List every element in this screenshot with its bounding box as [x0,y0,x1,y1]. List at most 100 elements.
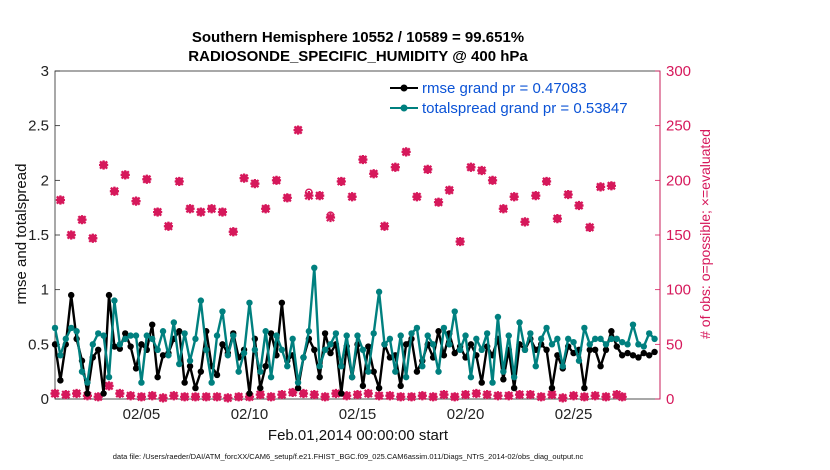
obs-evaluated-point [428,392,438,402]
y2-tick-label: 150 [666,227,691,244]
rmse-point [338,390,345,397]
totalspread-point [149,335,156,343]
totalspread-point [451,308,458,315]
obs-evaluated-point [514,390,525,400]
x-tick-label: 02/10 [231,406,269,423]
obs-evaluated-point [104,381,114,391]
totalspread-point [159,328,167,335]
totalspread-point [629,321,637,328]
rmse-point [543,346,550,353]
totalspread-point [230,332,237,339]
totalspread-point [176,360,183,368]
totalspread-point [478,346,485,353]
totalspread-point [181,330,188,337]
rmse-point [111,343,118,350]
rmse-point [192,384,199,392]
rmse-point [645,352,653,359]
obs-evaluated-point [142,174,152,184]
totalspread-point [554,335,561,343]
totalspread-point [608,335,615,343]
rmse-point [402,341,410,348]
rmse-point [246,390,253,397]
rmse-point [100,390,107,397]
totalspread-point [122,335,129,343]
obs-evaluated-point [196,207,206,217]
obs-evaluated-point [504,391,514,401]
obs-evaluated-point [266,392,276,402]
obs-evaluated-point [163,221,174,231]
obs-evaluated-point [309,390,319,400]
obs-evaluated-point [293,125,303,135]
obs-evaluated-point [466,162,476,172]
totalspread-point [456,346,464,353]
obs-evaluated-point [590,391,600,401]
y-tick-label: 0 [41,391,49,408]
rmse-point [267,330,275,337]
totalspread-point [89,341,97,348]
totalspread-point [251,346,259,353]
obs-evaluated-point [531,191,541,201]
totalspread-point [338,363,345,370]
totalspread-point [543,324,550,332]
totalspread-point [375,288,383,296]
y2-tick-label: 250 [666,118,691,135]
obs-evaluated-point [282,193,292,203]
obs-evaluated-point [185,204,195,214]
rmse-point [181,379,188,386]
legend: rmse grand pr = 0.47083 totalspread gran… [384,76,654,117]
obs-evaluated-point [228,227,238,237]
totalspread-point [516,319,523,326]
totalspread-point [473,335,480,343]
totalspread-point [505,332,512,339]
obs-evaluated-point [547,390,557,400]
totalspread-point [370,330,377,337]
obs-evaluated-point [574,200,584,211]
rmse-point [651,348,658,356]
obs-evaluated-point [234,392,244,402]
totalspread-point [321,346,329,353]
totalspread-point [78,368,86,375]
obs-evaluated-point [320,392,330,402]
rmse-point [478,379,485,386]
totalspread-point [559,363,566,370]
rmse-point [159,352,167,359]
obs-evaluated-point [396,392,406,402]
rmse-point [278,299,286,306]
obs-evaluated-point [250,179,260,189]
rmse-point [197,368,205,375]
obs-evaluated-point [520,217,530,227]
obs-evaluated-point [347,192,357,202]
obs-evaluated-point [401,147,411,157]
y2-axis-label: # of obs: o=possible; ×=evaluated [697,129,713,339]
obs-evaluated-point [239,173,249,183]
obs-evaluated-point [477,165,487,176]
y-tick-label: 3 [41,63,49,80]
totalspread-point [597,335,604,343]
totalspread-point [192,335,199,343]
totalspread-point [527,330,534,337]
rmse-point [613,343,620,350]
obs-evaluated-point [358,154,368,165]
totalspread-point [343,332,350,339]
rmse-point [581,384,588,392]
rmse-point [618,352,626,359]
obs-evaluated-point [433,197,444,207]
obs-evaluated-point [487,175,498,185]
obs-evaluated-point [536,392,546,402]
totalspread-point [154,346,161,353]
obs-evaluated-point [342,391,352,401]
rmse-point [548,384,556,392]
x-tick-label: 02/05 [123,406,161,423]
totalspread-point [381,341,388,348]
totalspread-point [494,313,502,321]
y-tick-label: 0.5 [28,336,49,353]
totalspread-point [57,352,64,359]
obs-evaluated-point [439,390,449,400]
obs-evaluated-point [212,392,222,402]
rmse-point [359,382,367,390]
totalspread-point [316,363,323,370]
obs-evaluated-point [450,392,460,402]
obs-evaluated-point [126,391,136,401]
rmse-point [316,373,323,381]
